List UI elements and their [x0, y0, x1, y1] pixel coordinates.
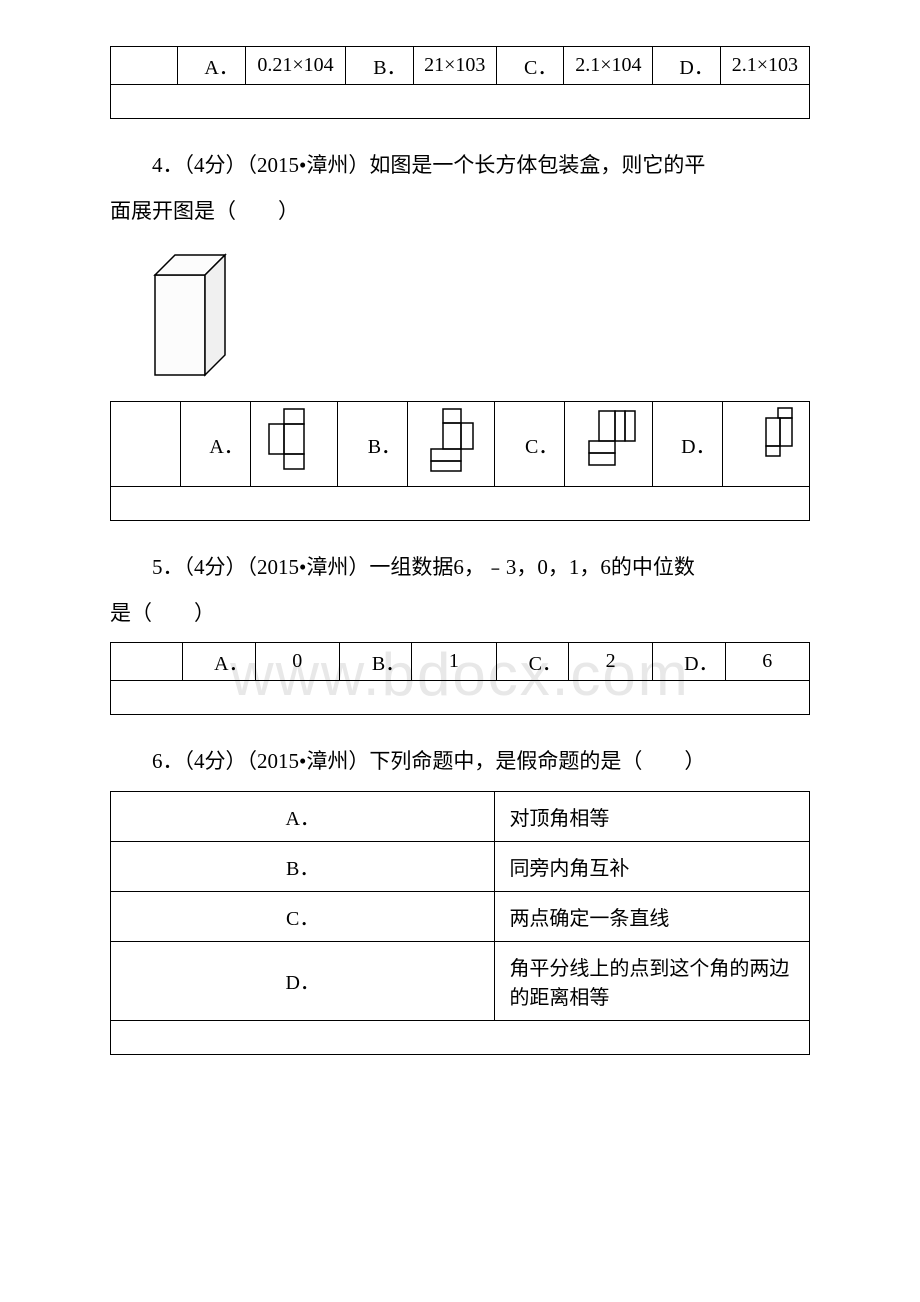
net-diagram-d: [736, 406, 796, 476]
table-row: A． B．: [111, 402, 810, 487]
net-diagram-b: [421, 406, 481, 476]
option-value: [408, 402, 495, 487]
option-label: B．: [338, 402, 408, 487]
q4-text-2: 面展开图是（ ）: [110, 195, 810, 229]
table-row: D． 角平分线上的点到这个角的两边的距离相等: [111, 941, 810, 1020]
net-diagram-c: [579, 406, 639, 476]
option-label: A．: [178, 47, 245, 85]
q5-text: 5．（4分）（2015•漳州）一组数据6，﹣3，0，1，6的中位数: [110, 551, 810, 585]
net-diagram-a: [264, 406, 324, 476]
table-row: A． 0 B． 1 C． 2 D． 6: [111, 643, 810, 681]
option-label: A．: [183, 643, 255, 681]
table-row: B． 同旁内角互补: [111, 841, 810, 891]
q4-text: 4．（4分）（2015•漳州）如图是一个长方体包装盒，则它的平: [110, 149, 810, 183]
option-label: C．: [111, 891, 495, 941]
option-value: 2.1×103: [720, 47, 809, 85]
option-label: C．: [496, 47, 563, 85]
option-value: 0.21×104: [245, 47, 345, 85]
option-label: C．: [495, 402, 565, 487]
option-desc: 同旁内角互补: [495, 841, 810, 891]
table-row: C． 两点确定一条直线: [111, 891, 810, 941]
option-label: B．: [111, 841, 495, 891]
empty-cell: [111, 47, 178, 85]
table-row: [111, 681, 810, 715]
q5-line1: 5．（4分）（2015•漳州）一组数据6，﹣3，0，1，6的中位数: [152, 555, 695, 579]
option-desc: 角平分线上的点到这个角的两边的距离相等: [495, 941, 810, 1020]
option-value: [722, 402, 809, 487]
empty-cell: [111, 402, 181, 487]
empty-cell: [111, 643, 183, 681]
q3-options-table: A． 0.21×104 B． 21×103 C． 2.1×104 D． 2.1×…: [110, 46, 810, 119]
option-desc: 两点确定一条直线: [495, 891, 810, 941]
q6-text: 6．（4分）（2015•漳州）下列命题中，是假命题的是（ ）: [110, 745, 810, 779]
option-value: 6: [725, 643, 809, 681]
table-row: [111, 1020, 810, 1054]
option-label: A．: [111, 791, 495, 841]
option-label: B．: [346, 47, 413, 85]
option-desc: 对顶角相等: [495, 791, 810, 841]
option-label: B．: [339, 643, 411, 681]
table-row: [111, 487, 810, 521]
option-label: D．: [652, 402, 722, 487]
option-value: 1: [412, 643, 496, 681]
option-value: [565, 402, 652, 487]
empty-cell: [111, 1020, 810, 1054]
table-row: A． 0.21×104 B． 21×103 C． 2.1×104 D． 2.1×…: [111, 47, 810, 85]
empty-cell: [111, 85, 810, 119]
cuboid-diagram: [150, 250, 240, 380]
q4-options-table: A． B．: [110, 401, 810, 521]
q5-text-2: 是（ ）: [110, 597, 810, 631]
option-label: C．: [496, 643, 568, 681]
option-value: 2.1×104: [564, 47, 653, 85]
table-row: [111, 85, 810, 119]
option-value: 0: [255, 643, 339, 681]
option-value: 2: [568, 643, 652, 681]
empty-cell: [111, 487, 810, 521]
option-label: A．: [180, 402, 250, 487]
option-value: [250, 402, 337, 487]
q4-line1: 4．（4分）（2015•漳州）如图是一个长方体包装盒，则它的平: [152, 153, 705, 177]
q6-options-table: A． 对顶角相等 B． 同旁内角互补 C． 两点确定一条直线 D． 角平分线上的…: [110, 791, 810, 1055]
option-label: D．: [653, 47, 720, 85]
option-value: 21×103: [413, 47, 496, 85]
table-row: A． 对顶角相等: [111, 791, 810, 841]
option-label: D．: [653, 643, 725, 681]
q5-options-table: A． 0 B． 1 C． 2 D． 6: [110, 642, 810, 715]
option-label: D．: [111, 941, 495, 1020]
empty-cell: [111, 681, 810, 715]
